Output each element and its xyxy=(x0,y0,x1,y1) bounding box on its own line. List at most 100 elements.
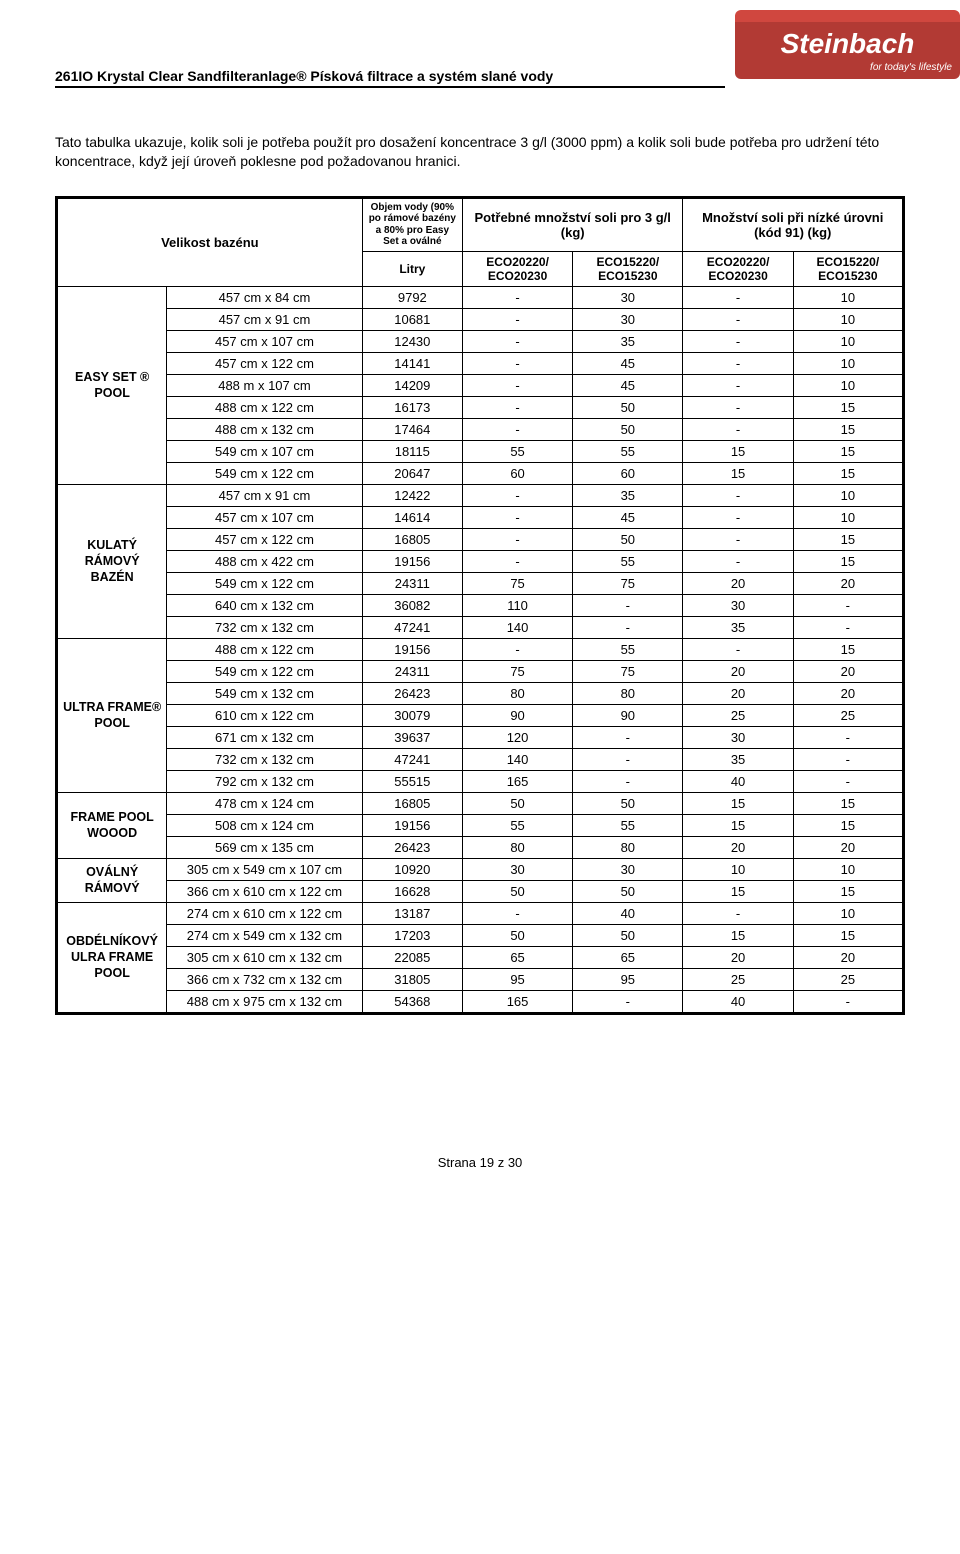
size-cell: 610 cm x 122 cm xyxy=(167,704,362,726)
value-cell: 15 xyxy=(793,880,903,902)
table-row: 457 cm x 91 cm10681-30-10 xyxy=(57,308,904,330)
header-low: Množství soli při nízké úrovni (kód 91) … xyxy=(683,197,904,251)
value-cell: 50 xyxy=(573,924,683,946)
value-cell: 10 xyxy=(793,506,903,528)
value-cell: - xyxy=(573,594,683,616)
table-row: 457 cm x 107 cm14614-45-10 xyxy=(57,506,904,528)
value-cell: 80 xyxy=(462,682,572,704)
header-litry: Litry xyxy=(362,251,462,286)
value-cell: - xyxy=(462,484,572,506)
value-cell: 35 xyxy=(683,616,793,638)
category-cell: ULTRA FRAME® POOL xyxy=(57,638,167,792)
litry-cell: 16628 xyxy=(362,880,462,902)
value-cell: 80 xyxy=(573,836,683,858)
size-cell: 732 cm x 132 cm xyxy=(167,616,362,638)
litry-cell: 10681 xyxy=(362,308,462,330)
category-cell: FRAME POOL WOOOD xyxy=(57,792,167,858)
size-cell: 457 cm x 122 cm xyxy=(167,528,362,550)
value-cell: 35 xyxy=(573,330,683,352)
table-row: ULTRA FRAME® POOL488 cm x 122 cm19156-55… xyxy=(57,638,904,660)
value-cell: 20 xyxy=(793,660,903,682)
value-cell: - xyxy=(793,726,903,748)
value-cell: 10 xyxy=(793,286,903,308)
value-cell: - xyxy=(573,748,683,770)
litry-cell: 16805 xyxy=(362,792,462,814)
value-cell: - xyxy=(573,616,683,638)
table-row: 671 cm x 132 cm39637120-30- xyxy=(57,726,904,748)
table-row: 457 cm x 122 cm16805-50-15 xyxy=(57,528,904,550)
table-row: 457 cm x 122 cm14141-45-10 xyxy=(57,352,904,374)
value-cell: - xyxy=(462,638,572,660)
value-cell: 10 xyxy=(793,330,903,352)
value-cell: - xyxy=(683,418,793,440)
size-cell: 305 cm x 549 cm x 107 cm xyxy=(167,858,362,880)
header-col2: ECO15220/ ECO15230 xyxy=(573,251,683,286)
value-cell: 15 xyxy=(793,528,903,550)
table-row: 274 cm x 549 cm x 132 cm1720350501515 xyxy=(57,924,904,946)
size-cell: 549 cm x 132 cm xyxy=(167,682,362,704)
litry-cell: 19156 xyxy=(362,814,462,836)
value-cell: 15 xyxy=(793,814,903,836)
value-cell: 15 xyxy=(793,550,903,572)
table-row: KULATÝ RÁMOVÝ BAZÉN457 cm x 91 cm12422-3… xyxy=(57,484,904,506)
category-cell: EASY SET ® POOL xyxy=(57,286,167,484)
value-cell: - xyxy=(793,616,903,638)
value-cell: 30 xyxy=(462,858,572,880)
value-cell: - xyxy=(683,308,793,330)
value-cell: 95 xyxy=(462,968,572,990)
litry-cell: 47241 xyxy=(362,616,462,638)
value-cell: 20 xyxy=(683,946,793,968)
value-cell: 110 xyxy=(462,594,572,616)
value-cell: 60 xyxy=(573,462,683,484)
value-cell: 20 xyxy=(793,572,903,594)
value-cell: 45 xyxy=(573,352,683,374)
value-cell: 75 xyxy=(462,572,572,594)
value-cell: 20 xyxy=(793,682,903,704)
value-cell: - xyxy=(462,506,572,528)
table-row: 366 cm x 610 cm x 122 cm1662850501515 xyxy=(57,880,904,902)
size-cell: 274 cm x 549 cm x 132 cm xyxy=(167,924,362,946)
table-row: 549 cm x 122 cm2431175752020 xyxy=(57,660,904,682)
value-cell: 10 xyxy=(793,902,903,924)
value-cell: 25 xyxy=(683,704,793,726)
value-cell: 40 xyxy=(683,990,793,1013)
size-cell: 488 cm x 975 cm x 132 cm xyxy=(167,990,362,1013)
header-volume: Objem vody (90% po rámové bazény a 80% p… xyxy=(362,197,462,251)
value-cell: 55 xyxy=(573,440,683,462)
value-cell: 55 xyxy=(573,814,683,836)
value-cell: - xyxy=(573,770,683,792)
size-cell: 457 cm x 84 cm xyxy=(167,286,362,308)
category-cell: OBDÉLNÍKOVÝ ULRA FRAME POOL xyxy=(57,902,167,1013)
value-cell: - xyxy=(462,352,572,374)
value-cell: 60 xyxy=(462,462,572,484)
value-cell: - xyxy=(573,726,683,748)
table-row: 732 cm x 132 cm47241140-35- xyxy=(57,616,904,638)
litry-cell: 26423 xyxy=(362,682,462,704)
value-cell: - xyxy=(683,550,793,572)
litry-cell: 10920 xyxy=(362,858,462,880)
size-cell: 488 cm x 422 cm xyxy=(167,550,362,572)
litry-cell: 16805 xyxy=(362,528,462,550)
litry-cell: 17464 xyxy=(362,418,462,440)
value-cell: 90 xyxy=(462,704,572,726)
value-cell: 30 xyxy=(573,308,683,330)
size-cell: 488 cm x 132 cm xyxy=(167,418,362,440)
value-cell: - xyxy=(683,352,793,374)
value-cell: 20 xyxy=(683,660,793,682)
table-row: 305 cm x 610 cm x 132 cm2208565652020 xyxy=(57,946,904,968)
litry-cell: 20647 xyxy=(362,462,462,484)
value-cell: 15 xyxy=(683,440,793,462)
size-cell: 640 cm x 132 cm xyxy=(167,594,362,616)
table-row: OVÁLNÝ RÁMOVÝ305 cm x 549 cm x 107 cm109… xyxy=(57,858,904,880)
page-footer: Strana 19 z 30 xyxy=(55,1155,905,1170)
value-cell: 20 xyxy=(683,682,793,704)
value-cell: 25 xyxy=(793,968,903,990)
table-row: 488 cm x 422 cm19156-55-15 xyxy=(57,550,904,572)
litry-cell: 9792 xyxy=(362,286,462,308)
value-cell: 15 xyxy=(683,792,793,814)
table-row: 549 cm x 122 cm2431175752020 xyxy=(57,572,904,594)
litry-cell: 16173 xyxy=(362,396,462,418)
value-cell: - xyxy=(683,484,793,506)
size-cell: 366 cm x 732 cm x 132 cm xyxy=(167,968,362,990)
value-cell: 15 xyxy=(683,814,793,836)
